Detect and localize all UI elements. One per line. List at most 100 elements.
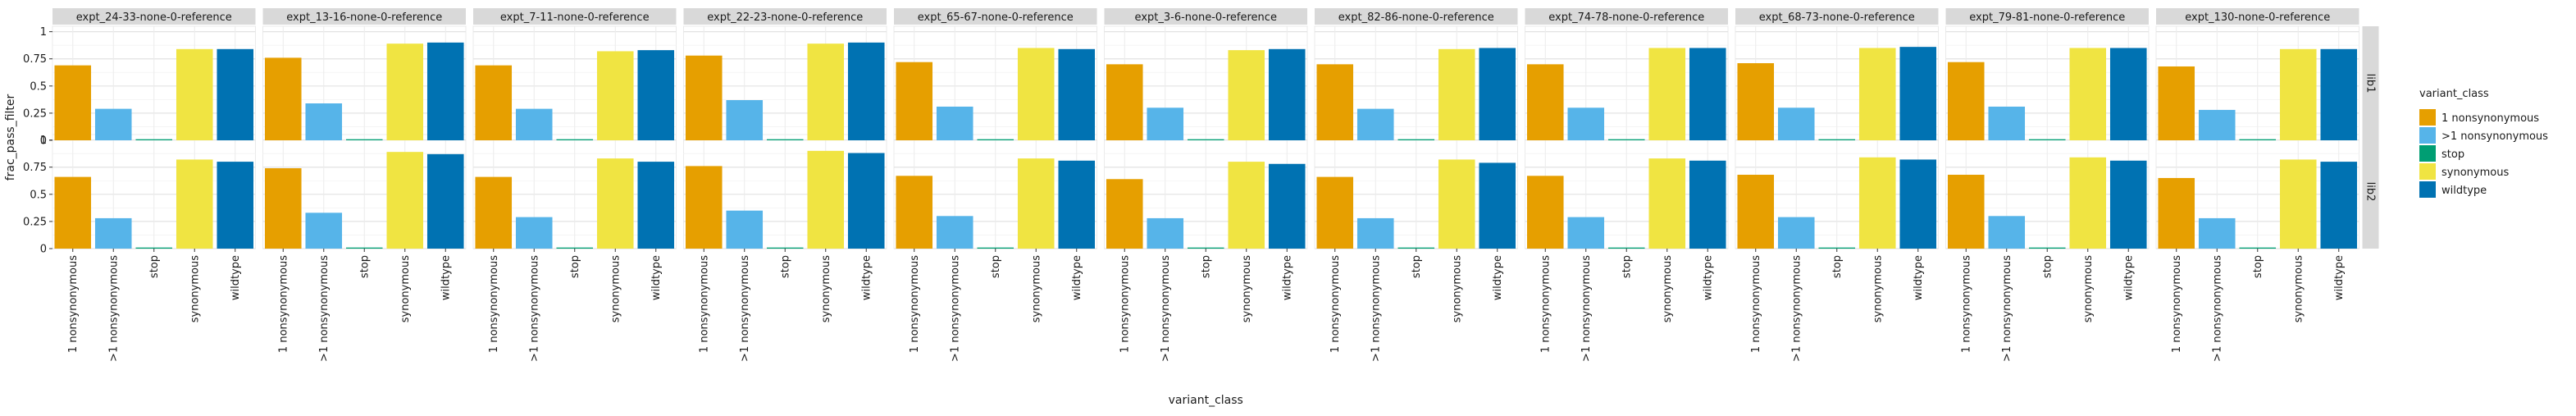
x-tick-label-1-nonsynonymous: >1 nonsynonymous bbox=[107, 255, 120, 362]
bar-lib2-expt-82-86-none-0-reference-1-nonsynonymous bbox=[1316, 176, 1354, 249]
column-strip-label-expt-65-67-none-0-reference: expt_65-67-none-0-reference bbox=[918, 11, 1074, 24]
facet-panels bbox=[52, 25, 2359, 249]
bar-lib1-expt-74-78-none-0-reference-stop bbox=[1607, 139, 1645, 140]
bar-lib1-expt-79-81-none-0-reference-1-nonsynonymous bbox=[1988, 106, 2026, 140]
bar-lib1-expt-7-11-none-0-reference-1-nonsynonymous bbox=[475, 65, 513, 140]
bar-lib1-expt-130-none-0-reference-stop bbox=[2239, 139, 2277, 140]
bar-lib1-expt-13-16-none-0-reference-1-nonsynonymous bbox=[305, 103, 343, 140]
x-tick-label-synonymous: synonymous bbox=[189, 255, 201, 322]
bar-lib2-expt-74-78-none-0-reference-synonymous bbox=[1648, 158, 1686, 249]
column-strip-expt-22-23-none-0-reference bbox=[683, 8, 887, 25]
bar-lib2-expt-74-78-none-0-reference-1-nonsynonymous bbox=[1526, 176, 1564, 249]
y-tick-label: 0.25 bbox=[23, 107, 47, 120]
bar-lib1-expt-3-6-none-0-reference-1-nonsynonymous bbox=[1147, 107, 1184, 140]
x-tick-label-stop: stop bbox=[2252, 255, 2264, 278]
y-tick-label: 0 bbox=[40, 135, 47, 148]
bar-lib1-expt-22-23-none-0-reference-1-nonsynonymous bbox=[726, 100, 764, 140]
bar-lib2-expt-22-23-none-0-reference-wildtype bbox=[847, 153, 885, 249]
bar-lib2-expt-65-67-none-0-reference-1-nonsynonymous bbox=[936, 216, 973, 249]
bar-lib2-expt-74-78-none-0-reference-1-nonsynonymous bbox=[1567, 217, 1605, 249]
legend-label-stop: stop bbox=[2442, 149, 2464, 161]
bar-lib1-expt-68-73-none-0-reference-wildtype bbox=[1899, 47, 1937, 140]
legend: variant_class 1 nonsynonymous >1 nonsynon… bbox=[2419, 88, 2548, 198]
x-tick-label-1-nonsynonymous: >1 nonsynonymous bbox=[739, 255, 751, 362]
bar-lib1-expt-82-86-none-0-reference-stop bbox=[1397, 139, 1435, 140]
column-strip-expt-3-6-none-0-reference bbox=[1104, 8, 1307, 25]
x-tick-label-1-nonsynonymous: 1 nonsynonymous bbox=[1960, 255, 1972, 353]
x-tick-label-wildtype: wildtype bbox=[2122, 255, 2135, 300]
x-tick-label-1-nonsynonymous: 1 nonsynonymous bbox=[1539, 255, 1552, 353]
bar-lib2-expt-7-11-none-0-reference-wildtype bbox=[637, 162, 675, 249]
bar-lib2-expt-22-23-none-0-reference-stop bbox=[766, 247, 804, 249]
bar-lib1-expt-13-16-none-0-reference-synonymous bbox=[386, 43, 424, 140]
column-strip-expt-13-16-none-0-reference bbox=[262, 8, 466, 25]
bar-lib1-expt-22-23-none-0-reference-wildtype bbox=[847, 42, 885, 140]
y-tick-label: 0.75 bbox=[23, 53, 47, 66]
bar-lib1-expt-24-33-none-0-reference-synonymous bbox=[176, 48, 213, 140]
legend-label-wildtype: wildtype bbox=[2442, 185, 2487, 197]
x-tick-label-synonymous: synonymous bbox=[1241, 255, 1253, 322]
bar-lib1-expt-7-11-none-0-reference-synonymous bbox=[596, 51, 634, 141]
x-tick-label-1-nonsynonymous: >1 nonsynonymous bbox=[1790, 255, 1803, 362]
x-tick-label-wildtype: wildtype bbox=[230, 255, 242, 300]
bar-lib2-expt-3-6-none-0-reference-synonymous bbox=[1228, 162, 1265, 249]
bar-lib1-expt-65-67-none-0-reference-1-nonsynonymous bbox=[896, 62, 933, 140]
bar-lib1-expt-65-67-none-0-reference-1-nonsynonymous bbox=[936, 106, 973, 140]
legend-swatch-wildtype bbox=[2419, 181, 2436, 198]
bar-lib2-expt-3-6-none-0-reference-1-nonsynonymous bbox=[1147, 217, 1184, 249]
bar-lib1-expt-130-none-0-reference-synonymous bbox=[2279, 48, 2317, 140]
y-tick-label: 0.5 bbox=[30, 189, 47, 201]
x-tick-label-synonymous: synonymous bbox=[2082, 255, 2095, 322]
x-tick-label-1-nonsynonymous: 1 nonsynonymous bbox=[909, 255, 921, 353]
x-tick-label-wildtype: wildtype bbox=[2333, 255, 2346, 300]
bar-lib2-expt-7-11-none-0-reference-synonymous bbox=[596, 158, 634, 249]
bar-lib1-expt-74-78-none-0-reference-synonymous bbox=[1648, 48, 1686, 140]
bar-lib1-expt-7-11-none-0-reference-wildtype bbox=[637, 50, 675, 140]
bar-lib1-expt-22-23-none-0-reference-stop bbox=[766, 139, 804, 140]
bar-lib1-expt-13-16-none-0-reference-wildtype bbox=[426, 42, 464, 140]
x-tick-label-synonymous: synonymous bbox=[1662, 255, 1674, 322]
bar-lib1-expt-130-none-0-reference-1-nonsynonymous bbox=[2198, 109, 2236, 140]
bar-lib2-expt-65-67-none-0-reference-synonymous bbox=[1017, 158, 1055, 249]
x-tick-label-wildtype: wildtype bbox=[860, 255, 873, 300]
column-strip-expt-82-86-none-0-reference bbox=[1315, 8, 1518, 25]
column-strip-label-expt-130-none-0-reference: expt_130-none-0-reference bbox=[2185, 11, 2330, 24]
legend-swatch-1-nonsynonymous bbox=[2419, 127, 2436, 144]
bar-lib1-expt-24-33-none-0-reference-wildtype bbox=[217, 48, 254, 140]
bar-lib2-expt-130-none-0-reference-wildtype bbox=[2320, 162, 2358, 249]
y-tick-label: 0.25 bbox=[23, 216, 47, 228]
row-strip-lib1 bbox=[2362, 26, 2379, 140]
bar-lib1-expt-68-73-none-0-reference-synonymous bbox=[1858, 48, 1896, 140]
legend-title: variant_class bbox=[2419, 88, 2489, 100]
bar-lib1-expt-79-81-none-0-reference-wildtype bbox=[2109, 48, 2147, 140]
x-tick-label-wildtype: wildtype bbox=[650, 255, 663, 300]
bar-lib1-expt-3-6-none-0-reference-synonymous bbox=[1228, 50, 1265, 140]
bar-lib2-expt-3-6-none-0-reference-stop bbox=[1187, 247, 1224, 249]
bar-lib1-expt-74-78-none-0-reference-1-nonsynonymous bbox=[1526, 64, 1564, 140]
bar-lib2-expt-7-11-none-0-reference-stop bbox=[556, 247, 594, 249]
bar-lib2-expt-68-73-none-0-reference-1-nonsynonymous bbox=[1777, 217, 1815, 249]
bar-lib2-expt-7-11-none-0-reference-1-nonsynonymous bbox=[475, 176, 513, 249]
x-tick-label-synonymous: synonymous bbox=[1030, 255, 1042, 322]
bar-lib1-expt-82-86-none-0-reference-1-nonsynonymous bbox=[1316, 64, 1354, 140]
bar-lib2-expt-13-16-none-0-reference-wildtype bbox=[426, 153, 464, 249]
bar-lib2-expt-82-86-none-0-reference-stop bbox=[1397, 247, 1435, 249]
row-strip-label-lib2: lib2 bbox=[2364, 182, 2377, 202]
x-tick-label-1-nonsynonymous: >1 nonsynonymous bbox=[949, 255, 961, 362]
x-tick-label-1-nonsynonymous: 1 nonsynonymous bbox=[67, 255, 80, 353]
column-strip-label-expt-74-78-none-0-reference: expt_74-78-none-0-reference bbox=[1548, 11, 1704, 24]
x-tick-label-1-nonsynonymous: 1 nonsynonymous bbox=[1329, 255, 1342, 353]
x-tick-label-stop: stop bbox=[990, 255, 1002, 278]
bar-lib2-expt-79-81-none-0-reference-synonymous bbox=[2069, 157, 2107, 249]
bar-lib1-expt-68-73-none-0-reference-1-nonsynonymous bbox=[1737, 63, 1775, 140]
bar-lib1-expt-13-16-none-0-reference-1-nonsynonymous bbox=[264, 57, 302, 140]
bar-lib2-expt-13-16-none-0-reference-1-nonsynonymous bbox=[305, 213, 343, 249]
bar-lib2-expt-13-16-none-0-reference-1-nonsynonymous bbox=[264, 168, 302, 249]
bar-lib2-expt-130-none-0-reference-stop bbox=[2239, 247, 2277, 249]
bar-lib1-expt-3-6-none-0-reference-wildtype bbox=[1268, 48, 1306, 140]
column-strip-label-expt-7-11-none-0-reference: expt_7-11-none-0-reference bbox=[500, 11, 650, 24]
column-strip-label-expt-22-23-none-0-reference: expt_22-23-none-0-reference bbox=[707, 11, 863, 24]
bar-lib1-expt-74-78-none-0-reference-wildtype bbox=[1689, 48, 1726, 140]
x-tick-label-1-nonsynonymous: 1 nonsynonymous bbox=[277, 255, 290, 353]
